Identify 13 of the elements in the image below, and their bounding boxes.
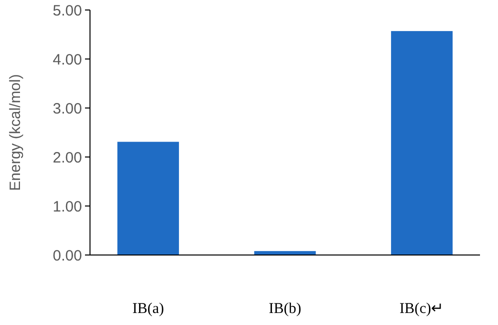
y-tick-label: 0.00 — [52, 247, 82, 264]
y-axis-title: Energy (kcal/mol) — [7, 74, 24, 191]
y-tick-label: 2.00 — [52, 149, 82, 166]
bar — [117, 142, 179, 255]
y-tick-label: 3.00 — [52, 100, 82, 118]
y-tick-label: 5.00 — [52, 2, 82, 20]
x-tick-label: IB(b) — [268, 301, 302, 317]
y-tick-label: 1.00 — [52, 198, 82, 216]
bar — [391, 31, 453, 255]
x-tick-label: IB(c)↵ — [400, 301, 444, 317]
x-tick-label: IB(a) — [132, 301, 164, 317]
y-tick-label: 4.00 — [52, 51, 82, 68]
bar — [254, 251, 316, 255]
